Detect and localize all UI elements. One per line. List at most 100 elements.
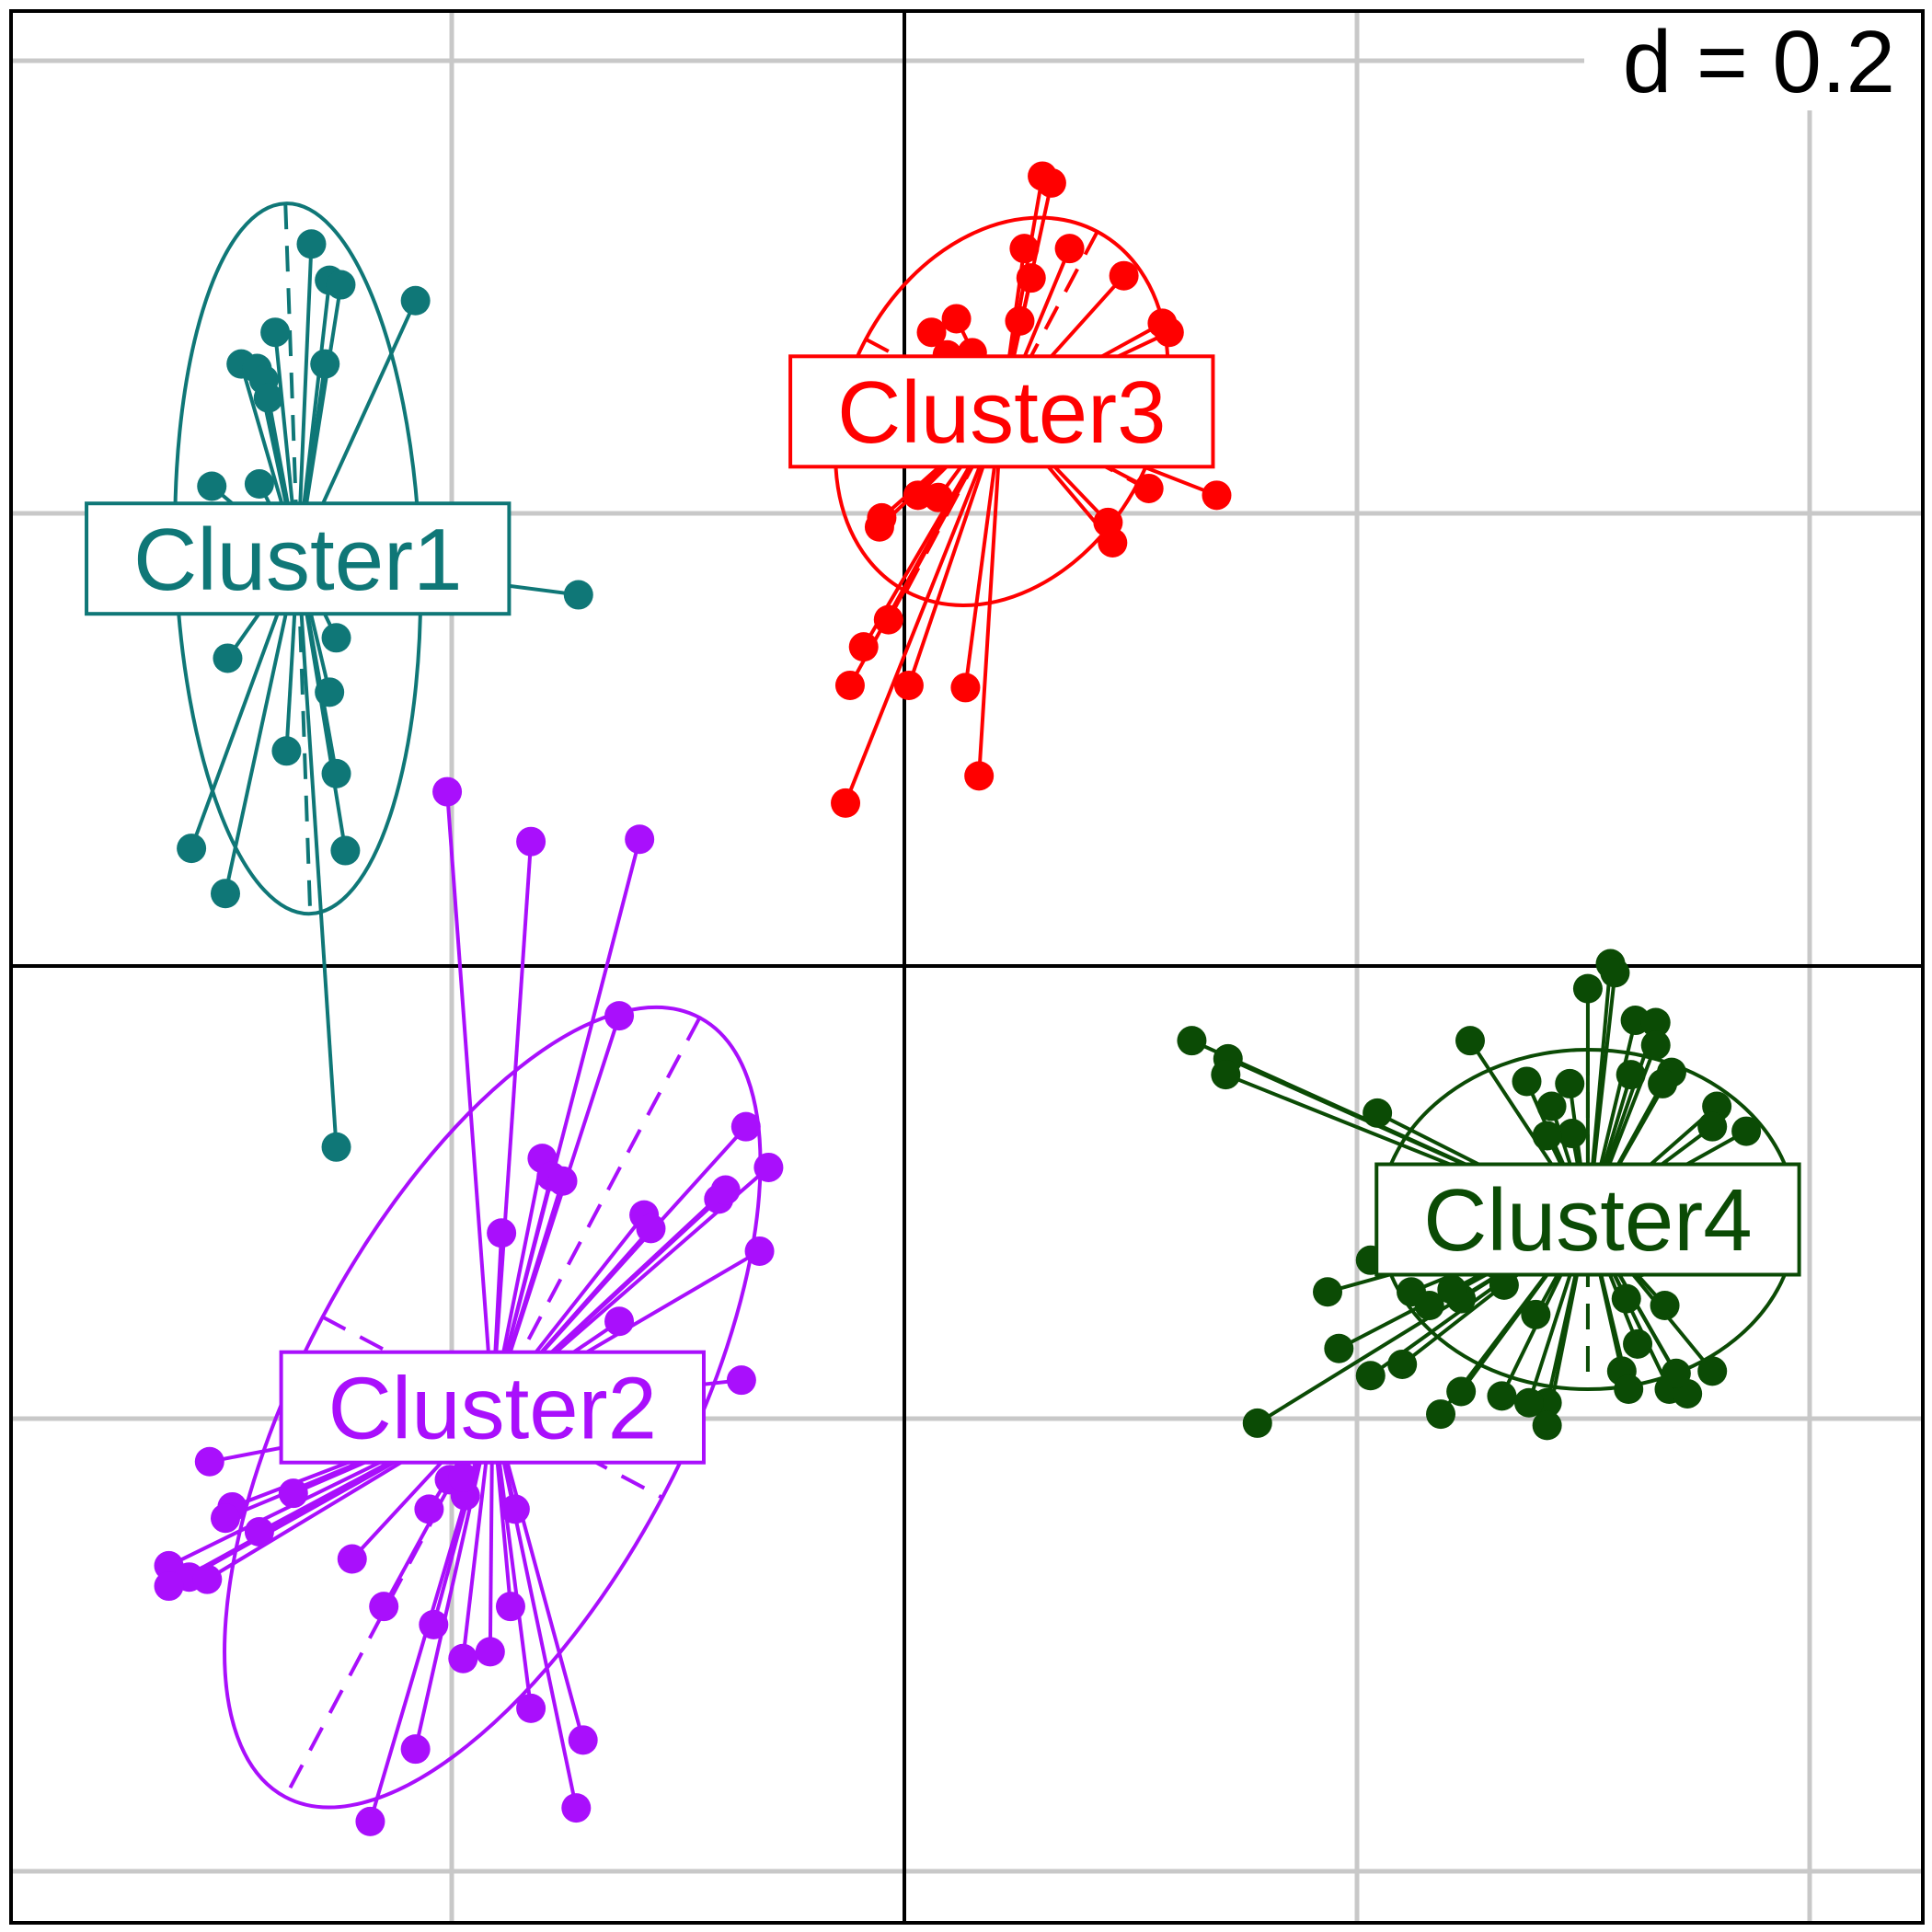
data-point bbox=[1661, 1358, 1691, 1388]
cluster-label: Cluster4 bbox=[1423, 1171, 1752, 1270]
data-point bbox=[1614, 1374, 1644, 1405]
data-point bbox=[500, 1494, 530, 1524]
data-point bbox=[432, 776, 463, 807]
scale-label-background bbox=[1584, 13, 1921, 110]
data-point bbox=[1600, 958, 1630, 988]
data-point bbox=[1363, 1098, 1393, 1128]
data-point bbox=[1005, 305, 1035, 336]
data-point bbox=[260, 317, 291, 348]
data-point bbox=[1623, 1328, 1653, 1359]
data-point bbox=[1036, 167, 1066, 198]
data-point bbox=[1532, 1121, 1562, 1151]
data-point bbox=[516, 826, 546, 857]
data-point bbox=[1446, 1376, 1477, 1407]
data-point bbox=[568, 1725, 598, 1755]
data-point bbox=[1616, 1060, 1646, 1090]
data-point bbox=[561, 1793, 592, 1823]
data-point bbox=[1731, 1116, 1762, 1146]
data-point bbox=[337, 1544, 367, 1574]
data-point bbox=[848, 632, 879, 662]
data-point bbox=[253, 383, 283, 413]
data-point bbox=[1109, 260, 1139, 291]
clusters: Cluster1 Cluster2 Cluster3 Cluster4 bbox=[85, 161, 1801, 1836]
data-point bbox=[726, 1365, 756, 1396]
data-point bbox=[192, 1564, 223, 1594]
data-point bbox=[1387, 1349, 1418, 1379]
data-point bbox=[1054, 234, 1085, 264]
data-point bbox=[1555, 1068, 1585, 1098]
data-point bbox=[867, 502, 897, 533]
data-point bbox=[1648, 1068, 1678, 1098]
data-point bbox=[950, 673, 981, 703]
data-point bbox=[1242, 1408, 1272, 1438]
data-point bbox=[475, 1637, 505, 1667]
data-point bbox=[355, 1806, 385, 1836]
cluster-4: Cluster4 bbox=[1177, 949, 1801, 1441]
data-point bbox=[563, 580, 593, 610]
data-point bbox=[1426, 1399, 1456, 1430]
cluster-label: Cluster1 bbox=[133, 511, 462, 609]
cluster-ray bbox=[445, 791, 495, 1408]
data-point bbox=[547, 1166, 578, 1196]
data-point bbox=[1324, 1333, 1354, 1363]
data-point bbox=[1414, 1291, 1444, 1320]
data-point bbox=[1611, 1283, 1641, 1314]
data-point bbox=[448, 1462, 478, 1492]
cluster-ray bbox=[490, 1407, 579, 1809]
cluster-1: Cluster1 bbox=[85, 201, 593, 1162]
cluster-label: Cluster2 bbox=[328, 1359, 657, 1457]
data-point bbox=[710, 1175, 741, 1205]
data-point bbox=[941, 304, 972, 334]
data-point bbox=[177, 834, 207, 864]
data-point bbox=[1098, 527, 1128, 558]
data-point bbox=[893, 670, 924, 700]
data-point bbox=[1536, 1091, 1567, 1121]
data-point bbox=[964, 761, 995, 791]
data-point bbox=[834, 670, 865, 700]
data-point bbox=[1211, 1060, 1241, 1090]
data-point bbox=[326, 270, 356, 300]
data-point bbox=[315, 677, 345, 707]
data-point bbox=[604, 1001, 635, 1031]
data-point bbox=[1697, 1356, 1728, 1386]
data-point bbox=[197, 471, 227, 501]
data-point bbox=[604, 1306, 635, 1337]
data-point bbox=[154, 1571, 184, 1602]
scale-label: d = 0.2 bbox=[1623, 13, 1895, 111]
data-point bbox=[1355, 1361, 1386, 1391]
data-point bbox=[330, 835, 361, 866]
data-point bbox=[310, 349, 340, 379]
data-point bbox=[1557, 1119, 1587, 1149]
data-point bbox=[1513, 1387, 1544, 1418]
cluster-3: Cluster3 bbox=[788, 161, 1232, 818]
data-point bbox=[271, 736, 302, 766]
data-point bbox=[1455, 1026, 1485, 1056]
data-point bbox=[244, 469, 274, 500]
data-point bbox=[321, 623, 351, 653]
data-point bbox=[636, 1213, 666, 1244]
data-point bbox=[1202, 480, 1232, 511]
data-point bbox=[1650, 1291, 1680, 1320]
data-point bbox=[1512, 1066, 1542, 1097]
data-point bbox=[1640, 1030, 1671, 1061]
data-point bbox=[916, 317, 947, 348]
cluster-ray bbox=[295, 558, 339, 1147]
data-point bbox=[487, 1218, 517, 1248]
data-point bbox=[1487, 1381, 1517, 1411]
cluster-2: Cluster2 bbox=[154, 776, 784, 1836]
data-point bbox=[516, 1693, 546, 1723]
data-point bbox=[278, 1478, 308, 1509]
data-point bbox=[448, 1643, 478, 1673]
data-point bbox=[414, 1494, 444, 1524]
data-point bbox=[321, 1132, 351, 1162]
data-point bbox=[1016, 263, 1046, 293]
plot-frame bbox=[9, 9, 1925, 1925]
data-point bbox=[1313, 1277, 1343, 1307]
data-point bbox=[1697, 1111, 1728, 1142]
data-point bbox=[213, 643, 243, 673]
data-point bbox=[1532, 1410, 1562, 1441]
cluster-ray bbox=[844, 410, 1004, 804]
data-point bbox=[369, 1592, 399, 1622]
data-point bbox=[1437, 1274, 1467, 1305]
data-point bbox=[400, 285, 431, 316]
